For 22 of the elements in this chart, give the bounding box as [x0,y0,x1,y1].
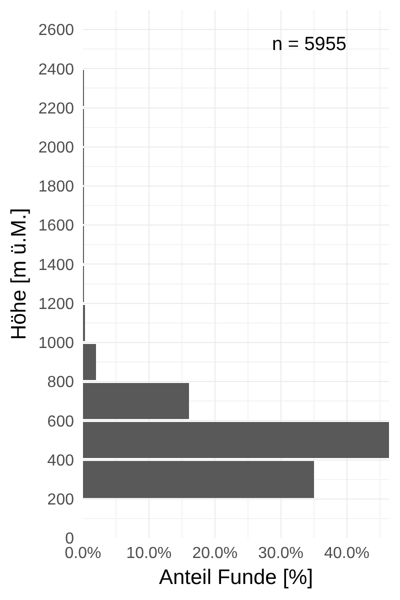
x-tick-label: 40.0% [324,545,370,562]
y-tick-label: 1000 [38,335,74,352]
annotation: n = 5955 [272,34,346,55]
y-tick-label: 200 [47,491,74,508]
y-axis-title: Höhe [m ü.M.] [8,208,31,340]
x-axis-title: Anteil Funde [%] [158,566,314,590]
y-tick-label: 1200 [38,296,74,313]
y-tick-label: 2200 [38,100,74,118]
y-tick-label: 800 [47,374,74,392]
x-tick-label: 10.0% [126,545,172,562]
y-tick-label: 0 [65,530,74,548]
x-tick-label: 20.0% [192,545,238,562]
x-tick-label: 0.0% [64,545,102,562]
y-tick-label: 2600 [38,22,74,40]
y-tick-label: 2400 [38,61,74,78]
y-tick-label: 600 [47,413,74,430]
y-tick-label: 1400 [38,256,74,274]
y-tick-label: 1600 [38,218,74,235]
x-tick-label: 30.0% [258,545,304,562]
y-tick-label: 1800 [38,178,74,196]
y-tick-label: 400 [47,452,74,470]
y-tick-label: 2000 [38,139,74,156]
